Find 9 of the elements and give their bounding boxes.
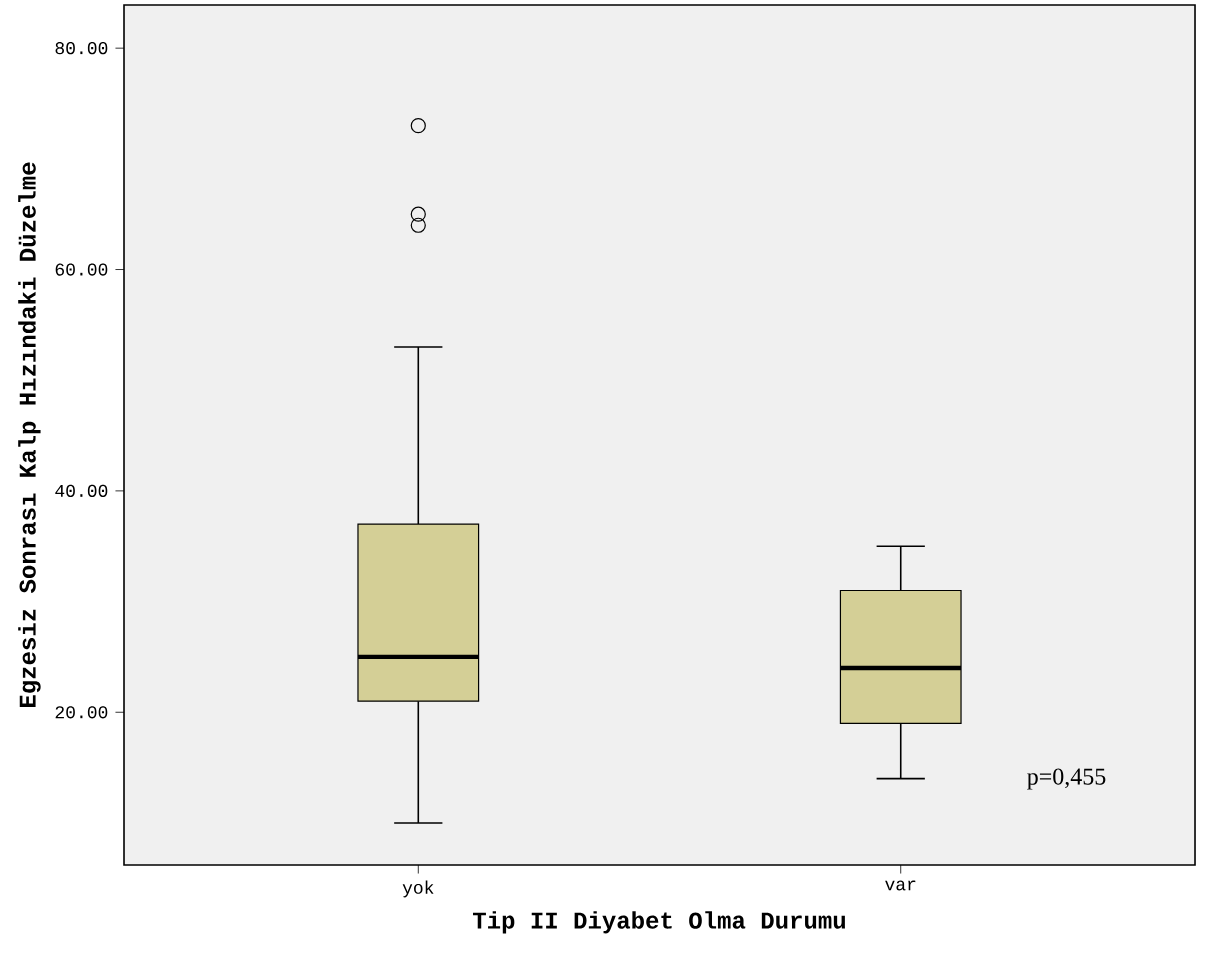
x-tick-label: yok — [402, 880, 434, 898]
y-tick-label: 20.00 — [55, 706, 108, 719]
y-axis-title: Egzesiz Sonrası Kalp Hızındaki Düzelme — [18, 162, 41, 708]
y-tick-label: 80.00 — [55, 42, 108, 55]
annotation: p=0,455 — [1027, 768, 1106, 790]
y-tick-label: 60.00 — [55, 263, 108, 276]
x-tick-label: var — [885, 880, 916, 891]
x-axis-title: Tip II Diyabet Olma Durumu — [473, 911, 845, 934]
y-tick-label: 40.00 — [55, 484, 108, 498]
